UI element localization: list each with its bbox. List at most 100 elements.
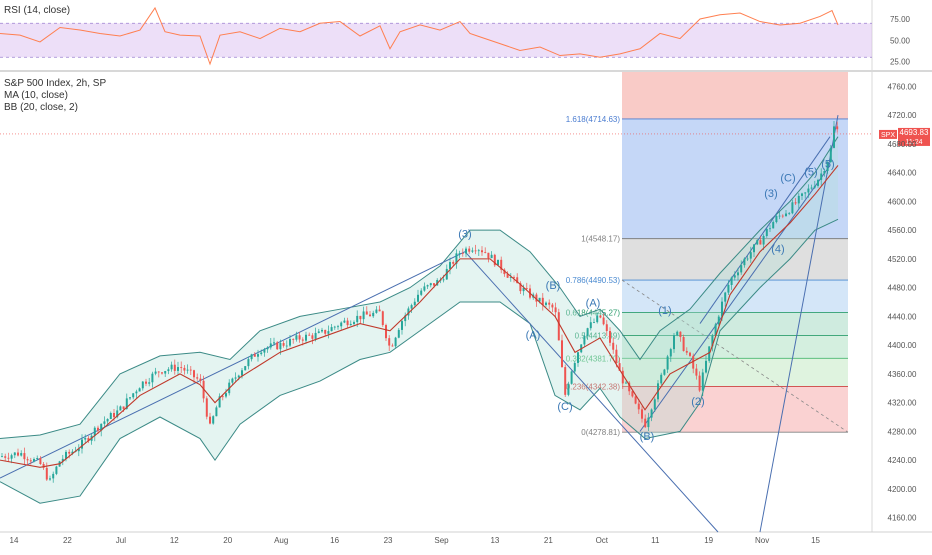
time-tick-label-5: Aug: [274, 536, 288, 545]
candle-body-81: [260, 352, 263, 355]
candle-body-210: [673, 335, 675, 350]
wave-label-3: (A): [526, 330, 541, 342]
candle-body-260: [833, 126, 835, 148]
price-title[interactable]: S&P 500 Index, 2h, SP: [4, 78, 107, 89]
candle-body-104: [333, 326, 336, 328]
candle-body-27: [87, 438, 90, 441]
candle-body-96: [308, 334, 311, 336]
wave-label-2: (A): [586, 297, 601, 309]
price-tick-label-1: 4720.00: [888, 111, 917, 120]
candle-body-162: [519, 283, 522, 292]
candle-body-62: [199, 378, 202, 381]
wave-label-0: (3): [458, 228, 471, 240]
candle-body-153: [490, 254, 493, 259]
candle-body-125: [401, 321, 403, 330]
candle-body-5: [17, 452, 19, 456]
candle-body-233: [746, 258, 749, 260]
candle-body-139: [445, 268, 448, 280]
candle-body-225: [721, 301, 723, 317]
candle-body-148: [474, 250, 477, 252]
time-tick-label-9: 13: [490, 536, 499, 545]
candle-body-41: [132, 393, 135, 398]
candle-body-55: [177, 367, 179, 371]
candle-body-102: [327, 331, 330, 334]
candle-body-193: [618, 363, 621, 371]
candle-body-212: [679, 331, 682, 338]
candle-body-11: [36, 458, 39, 460]
candle-body-152: [487, 252, 490, 259]
candle-body-91: [292, 339, 295, 340]
candle-body-86: [276, 342, 279, 350]
candle-body-65: [209, 416, 211, 424]
candle-body-219: [701, 372, 704, 391]
candle-body-241: [772, 222, 775, 229]
candle-body-52: [167, 369, 170, 372]
candle-body-138: [442, 279, 445, 281]
candle-body-247: [791, 202, 794, 214]
candle-body-252: [807, 188, 810, 193]
candle-body-43: [138, 388, 141, 392]
candle-body-78: [250, 354, 253, 360]
bb-legend[interactable]: BB (20, close, 2): [4, 102, 78, 113]
candle-body-211: [676, 331, 679, 336]
price-tick-label-9: 4400.00: [888, 341, 917, 350]
candle-body-38: [122, 406, 125, 409]
candle-body-14: [45, 467, 48, 480]
candle-body-202: [647, 417, 650, 428]
candle-body-239: [765, 228, 768, 236]
candle-body-185: [593, 322, 595, 323]
candle-body-154: [493, 254, 496, 266]
candle-body-246: [788, 213, 791, 215]
ma-legend[interactable]: MA (10, close): [4, 90, 68, 101]
candle-body-101: [324, 329, 327, 334]
fib-zone-1618: [622, 118, 848, 239]
candle-body-74: [237, 375, 240, 378]
trendline-fall: [464, 251, 719, 533]
candle-body-133: [426, 285, 429, 287]
candle-body-83: [266, 347, 269, 350]
candle-body-256: [820, 173, 823, 180]
candle-body-253: [810, 187, 813, 189]
candle-body-31: [100, 423, 103, 431]
candle-body-36: [116, 410, 119, 418]
candle-body-160: [513, 277, 515, 278]
price-tick-label-0: 4760.00: [888, 82, 917, 91]
price-value-box: [898, 127, 930, 146]
candle-body-231: [740, 265, 743, 273]
candle-body-176: [564, 367, 567, 395]
candle-body-169: [541, 297, 544, 305]
candle-body-223: [714, 324, 717, 336]
candle-body-129: [413, 301, 416, 306]
candle-body-228: [730, 277, 733, 285]
candle-body-174: [557, 312, 560, 341]
candle-body-207: [663, 369, 666, 375]
candle-body-30: [97, 427, 99, 431]
candle-body-191: [612, 342, 615, 350]
candle-body-33: [106, 418, 109, 422]
candle-body-243: [778, 215, 781, 217]
candle-body-179: [573, 362, 576, 372]
candle-body-164: [525, 287, 528, 289]
candle-body-100: [321, 329, 323, 332]
candle-body-70: [225, 393, 227, 397]
candle-body-60: [193, 370, 195, 378]
price-time: 11:24: [906, 139, 923, 146]
time-tick-label-10: 21: [544, 536, 553, 545]
candle-body-254: [813, 185, 816, 188]
candle-body-250: [801, 193, 803, 196]
candle-body-92: [295, 335, 298, 340]
candle-body-99: [317, 331, 320, 333]
candle-body-48: [154, 371, 157, 374]
candle-body-178: [570, 371, 573, 384]
candle-body-237: [759, 240, 762, 245]
time-tick-label-2: Jul: [116, 536, 126, 545]
rsi-legend[interactable]: RSI (14, close): [4, 5, 71, 16]
candle-body-113: [362, 311, 365, 320]
time-tick-label-15: 15: [811, 536, 820, 545]
candle-body-95: [305, 334, 307, 341]
fib-label-5: 0.382(4381.70): [566, 354, 621, 363]
candle-body-156: [500, 259, 503, 270]
candle-body-194: [621, 370, 624, 384]
candle-body-236: [756, 240, 759, 245]
